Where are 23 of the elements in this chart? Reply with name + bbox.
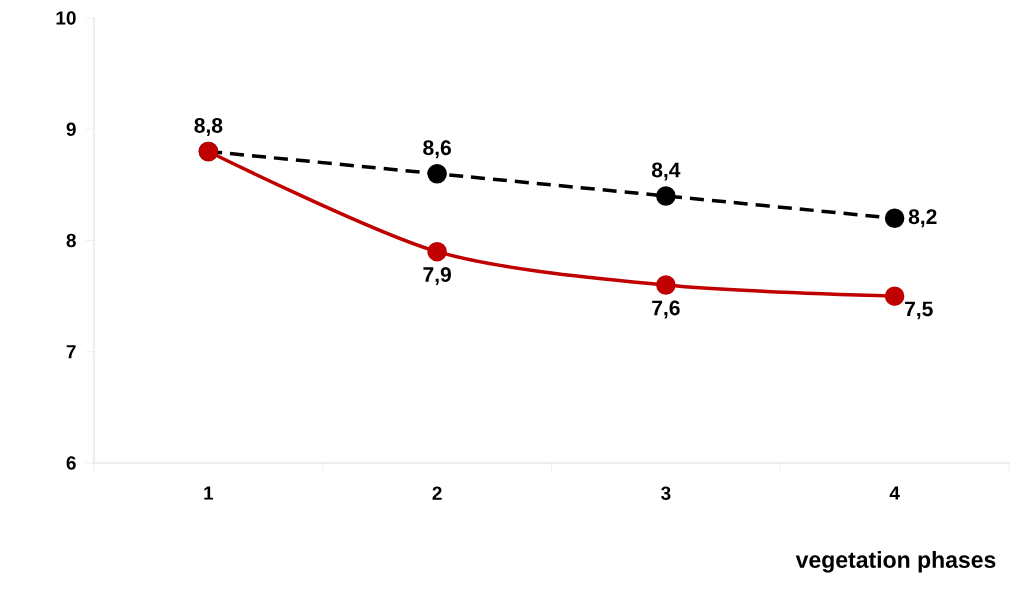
data-label: 8,2	[908, 209, 937, 228]
x-tick-label: 2	[432, 486, 442, 500]
point	[884, 286, 905, 306]
x-axis-title: vegetation phases	[795, 551, 996, 573]
y-tick-label: 6	[66, 456, 76, 470]
y-tick-label: 7	[66, 345, 76, 359]
data-label: 7,6	[652, 300, 680, 319]
x-tick-label: 4	[889, 486, 900, 500]
y-tick-label: 9	[66, 122, 76, 136]
data-label: 8,8	[194, 118, 223, 136]
point	[427, 241, 447, 262]
point	[427, 164, 447, 184]
x-tick-label: 1	[204, 486, 214, 500]
y-tick-label: 10	[56, 11, 76, 25]
data-label: 7,9	[423, 267, 451, 286]
y-tick-label: 8	[66, 233, 76, 248]
data-label: 8,4	[651, 162, 681, 181]
point	[884, 208, 905, 228]
data-label: 7,5	[905, 301, 933, 320]
x-tick-label: 3	[661, 486, 671, 501]
point	[656, 186, 676, 206]
data-label: 8,6	[423, 140, 451, 159]
point	[656, 275, 676, 295]
